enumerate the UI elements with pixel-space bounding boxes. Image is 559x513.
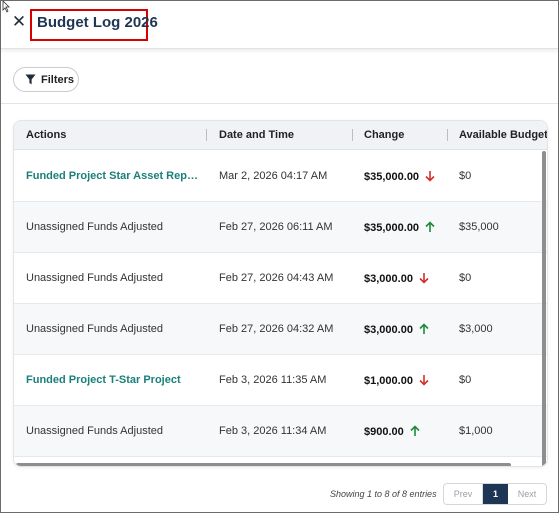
- table-row: Funded Project T-Star Project Feb 3, 2026…: [14, 355, 547, 406]
- next-page-button[interactable]: Next: [517, 489, 537, 499]
- available-budget-cell: $0: [459, 374, 472, 386]
- project-link[interactable]: Funded Project Star Asset Replace...: [26, 170, 198, 182]
- column-header-actions[interactable]: Actions: [26, 129, 67, 141]
- change-cell: $900.00: [364, 425, 421, 438]
- budget-log-table: Actions Date and Time Change Available B…: [13, 120, 548, 467]
- project-link[interactable]: Funded Project T-Star Project: [26, 374, 181, 386]
- change-value: $3,000.00: [364, 273, 413, 285]
- date-time-cell: Mar 2, 2026 04:17 AM: [219, 170, 328, 182]
- column-separator: [206, 129, 207, 141]
- change-value: $35,000.00: [364, 171, 420, 183]
- section-divider: [1, 103, 558, 104]
- page-title: Budget Log 2026: [37, 14, 158, 31]
- available-budget-cell: $0: [459, 170, 472, 182]
- action-text: Unassigned Funds Adjusted: [26, 221, 163, 233]
- arrow-down-icon: [425, 171, 435, 182]
- available-budget-cell: $1,000: [459, 425, 493, 437]
- table-row: Unassigned Funds Adjusted Feb 27, 2026 04…: [14, 304, 547, 355]
- change-value: $900.00: [364, 426, 404, 438]
- column-separator: [447, 129, 448, 141]
- arrow-down-icon: [419, 273, 429, 284]
- arrow-down-icon: [419, 375, 429, 386]
- change-value: $3,000.00: [364, 324, 413, 336]
- available-budget-cell: $3,000: [459, 323, 493, 335]
- date-time-cell: Feb 3, 2026 11:34 AM: [219, 425, 327, 437]
- title-highlight-box: [30, 9, 148, 41]
- funnel-icon: [25, 74, 36, 85]
- column-header-date[interactable]: Date and Time: [219, 129, 294, 141]
- table-row: Unassigned Funds Adjusted Feb 3, 2026 11:…: [14, 406, 547, 457]
- column-header-available-budget[interactable]: Available Budget: [459, 129, 548, 141]
- table-header: Actions Date and Time Change Available B…: [14, 121, 548, 150]
- change-cell: $35,000.00: [364, 170, 436, 183]
- page-1-button[interactable]: 1: [483, 484, 508, 504]
- change-cell: $3,000.00: [364, 272, 430, 285]
- pagination-info: Showing 1 to 8 of 8 entries: [330, 489, 437, 499]
- close-icon[interactable]: ✕: [11, 12, 27, 31]
- action-text: Unassigned Funds Adjusted: [26, 425, 163, 437]
- table-row: Unassigned Funds Adjusted Feb 27, 2026 04…: [14, 253, 547, 304]
- column-header-change[interactable]: Change: [364, 129, 405, 141]
- change-cell: $1,000.00: [364, 374, 430, 387]
- pagination: Prev 1 Next: [443, 483, 547, 505]
- date-time-cell: Feb 3, 2026 11:35 AM: [219, 374, 327, 386]
- date-time-cell: Feb 27, 2026 04:32 AM: [219, 323, 334, 335]
- table-row: Unassigned Funds Adjusted Feb 27, 2026 06…: [14, 202, 547, 253]
- change-cell: $35,000.00: [364, 221, 436, 234]
- date-time-cell: Feb 27, 2026 06:11 AM: [219, 221, 333, 233]
- date-time-cell: Feb 27, 2026 04:43 AM: [219, 272, 334, 284]
- prev-page-button[interactable]: Prev: [444, 484, 483, 504]
- filters-button-label: Filters: [41, 73, 75, 86]
- dialog-header: ✕ Budget Log 2026: [1, 1, 558, 49]
- filters-button[interactable]: Filters: [13, 67, 79, 92]
- arrow-up-icon: [410, 425, 420, 436]
- arrow-up-icon: [419, 323, 429, 334]
- change-cell: $3,000.00: [364, 323, 430, 336]
- change-value: $1,000.00: [364, 375, 413, 387]
- available-budget-cell: $35,000: [459, 221, 499, 233]
- change-value: $35,000.00: [364, 222, 420, 234]
- available-budget-cell: $0: [459, 272, 472, 284]
- arrow-up-icon: [425, 221, 435, 232]
- horizontal-scrollbar[interactable]: [16, 463, 511, 466]
- vertical-scrollbar[interactable]: [542, 151, 546, 466]
- action-text: Unassigned Funds Adjusted: [26, 272, 163, 284]
- mouse-cursor-icon: [2, 1, 10, 13]
- action-text: Unassigned Funds Adjusted: [26, 323, 163, 335]
- table-row: Funded Project Star Asset Replace... Mar …: [14, 151, 547, 202]
- column-separator: [352, 129, 353, 141]
